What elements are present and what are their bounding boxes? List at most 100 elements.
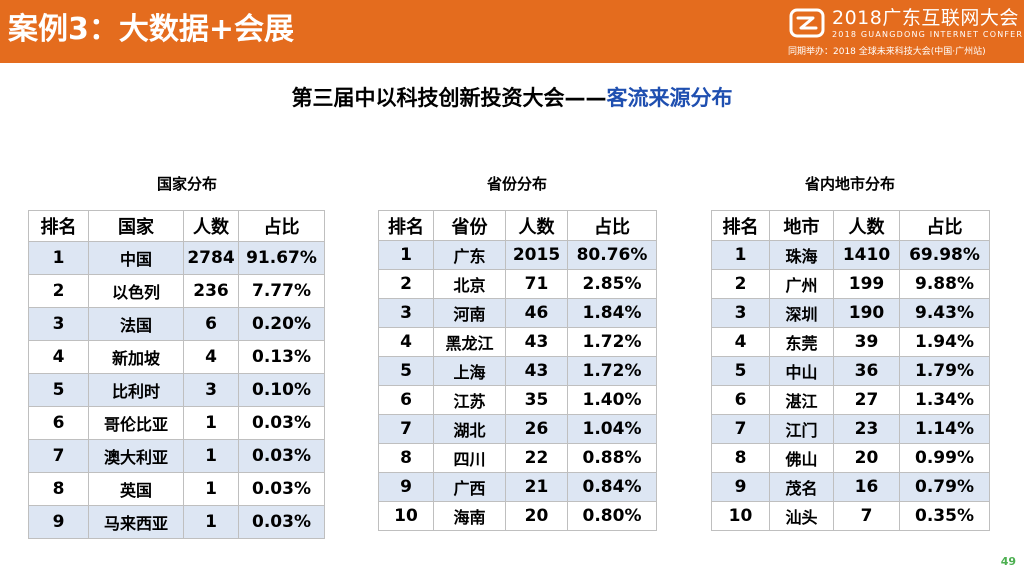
table-row: 5 中山 36 1.79% (711, 356, 990, 386)
name-cell: 以色列 (88, 274, 184, 308)
percent-cell: 1.94% (899, 327, 990, 357)
count-cell: 6 (183, 307, 239, 341)
table-header-row: 排名 地市 人数 占比 (711, 210, 990, 241)
column-header: 排名 (378, 210, 434, 241)
table-row: 8 英国 1 0.03% (28, 472, 325, 506)
count-cell: 1 (183, 406, 239, 440)
rank-cell: 2 (711, 269, 770, 299)
column-header: 人数 (183, 210, 239, 242)
column-header: 地市 (769, 210, 834, 241)
name-cell: 广西 (433, 472, 506, 502)
province-table-title: 省份分布 (486, 175, 547, 193)
name-cell: 东莞 (769, 327, 834, 357)
count-cell: 3 (183, 373, 239, 407)
percent-cell: 2.85% (567, 269, 657, 299)
rank-cell: 3 (711, 298, 770, 328)
count-cell: 236 (183, 274, 239, 308)
name-cell: 茂名 (769, 472, 834, 502)
rank-cell: 3 (378, 298, 434, 328)
percent-cell: 80.76% (567, 240, 657, 270)
rank-cell: 5 (28, 373, 89, 407)
rank-cell: 9 (378, 472, 434, 502)
percent-cell: 1.04% (567, 414, 657, 444)
count-cell: 21 (505, 472, 568, 502)
name-cell: 中山 (769, 356, 834, 386)
percent-cell: 1.14% (899, 414, 990, 444)
table-row: 9 广西 21 0.84% (378, 472, 657, 502)
percent-cell: 7.77% (238, 274, 325, 308)
count-cell: 190 (833, 298, 900, 328)
rank-cell: 8 (711, 443, 770, 473)
rank-cell: 9 (28, 505, 89, 539)
count-cell: 35 (505, 385, 568, 415)
name-cell: 澳大利亚 (88, 439, 184, 473)
rank-cell: 2 (378, 269, 434, 299)
column-header: 省份 (433, 210, 506, 241)
name-cell: 汕头 (769, 501, 834, 531)
country-table: 排名 国家 人数 占比 1 中国 2784 91.67% 2 以色列 236 7.77% 3… (28, 210, 325, 539)
percent-cell: 0.13% (238, 340, 325, 374)
count-cell: 43 (505, 327, 568, 357)
table-row: 2 以色列 236 7.77% (28, 274, 325, 308)
name-cell: 佛山 (769, 443, 834, 473)
percent-cell: 0.03% (238, 439, 325, 473)
name-cell: 上海 (433, 356, 506, 386)
table-row: 1 广东 2015 80.76% (378, 240, 657, 270)
table-row: 6 江苏 35 1.40% (378, 385, 657, 415)
count-cell: 1410 (833, 240, 900, 270)
count-cell: 1 (183, 472, 239, 506)
percent-cell: 0.99% (899, 443, 990, 473)
percent-cell: 0.03% (238, 505, 325, 539)
name-cell: 河南 (433, 298, 506, 328)
column-header: 排名 (711, 210, 770, 241)
name-cell: 四川 (433, 443, 506, 473)
percent-cell: 0.10% (238, 373, 325, 407)
percent-cell: 91.67% (238, 241, 325, 275)
name-cell: 哥伦比亚 (88, 406, 184, 440)
count-cell: 39 (833, 327, 900, 357)
percent-cell: 9.88% (899, 269, 990, 299)
rank-cell: 7 (711, 414, 770, 444)
rank-cell: 9 (711, 472, 770, 502)
percent-cell: 0.20% (238, 307, 325, 341)
city-table-title: 省内地市分布 (804, 175, 895, 193)
count-cell: 71 (505, 269, 568, 299)
name-cell: 马来西亚 (88, 505, 184, 539)
count-cell: 43 (505, 356, 568, 386)
province-table: 排名 省份 人数 占比 1 广东 2015 80.76% 2 北京 71 2.85% 3 河南… (378, 210, 657, 531)
count-cell: 20 (505, 501, 568, 531)
name-cell: 深圳 (769, 298, 834, 328)
name-cell: 江门 (769, 414, 834, 444)
count-cell: 7 (833, 501, 900, 531)
column-header: 国家 (88, 210, 184, 242)
main-title: 第三届中以科技创新投资大会——客流来源分布 (0, 82, 1024, 112)
count-cell: 2784 (183, 241, 239, 275)
count-cell: 27 (833, 385, 900, 415)
rank-cell: 6 (28, 406, 89, 440)
rank-cell: 6 (378, 385, 434, 415)
table-row: 10 海南 20 0.80% (378, 501, 657, 531)
count-cell: 46 (505, 298, 568, 328)
table-row: 9 茂名 16 0.79% (711, 472, 990, 502)
rank-cell: 10 (711, 501, 770, 531)
name-cell: 江苏 (433, 385, 506, 415)
name-cell: 中国 (88, 241, 184, 275)
table-row: 2 广州 199 9.88% (711, 269, 990, 299)
percent-cell: 1.72% (567, 327, 657, 357)
percent-cell: 0.03% (238, 406, 325, 440)
table-row: 7 江门 23 1.14% (711, 414, 990, 444)
rank-cell: 3 (28, 307, 89, 341)
rank-cell: 8 (378, 443, 434, 473)
main-title-highlight: 客流来源分布 (606, 86, 733, 110)
table-row: 4 新加坡 4 0.13% (28, 340, 325, 374)
table-row: 10 汕头 7 0.35% (711, 501, 990, 531)
name-cell: 广州 (769, 269, 834, 299)
table-row: 3 河南 46 1.84% (378, 298, 657, 328)
percent-cell: 0.84% (567, 472, 657, 502)
rank-cell: 1 (378, 240, 434, 270)
country-table-title: 国家分布 (156, 175, 217, 193)
table-row: 3 法国 6 0.20% (28, 307, 325, 341)
name-cell: 海南 (433, 501, 506, 531)
conference-english-title: 2018 GUANGDONG INTERNET CONFERENCE (832, 30, 1024, 39)
count-cell: 4 (183, 340, 239, 374)
